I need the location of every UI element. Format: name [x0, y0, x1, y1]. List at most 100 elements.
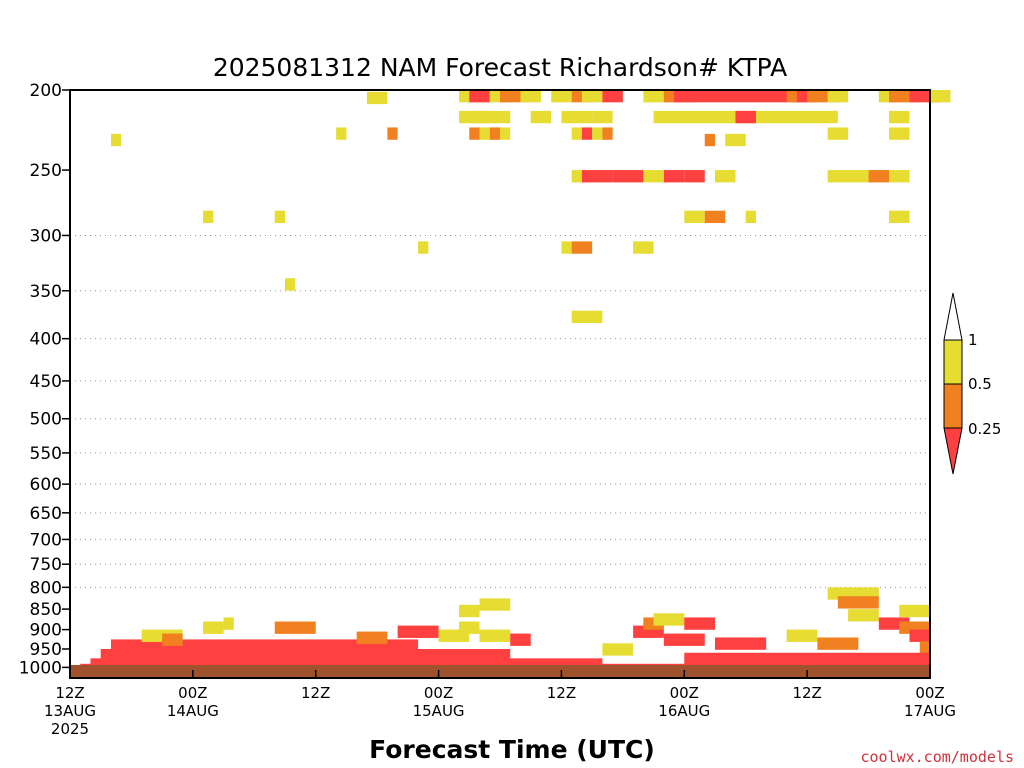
heatmap-cell — [571, 241, 593, 254]
y-tick-label: 850 — [30, 600, 62, 620]
heatmap-cell — [745, 210, 756, 224]
y-tick-label: 800 — [30, 578, 62, 598]
heatmap-cell — [551, 90, 572, 103]
y-tick-label: 200 — [30, 81, 62, 101]
heatmap-cell — [643, 170, 664, 183]
heatmap-cell — [110, 639, 419, 652]
heatmap-cell — [530, 110, 552, 124]
heatmap-cell — [602, 127, 613, 140]
heatmap-cell — [274, 621, 316, 634]
x-tick-label: 13AUG — [44, 702, 96, 720]
x-tick-label: 17AUG — [904, 702, 956, 720]
y-tick-label: 650 — [30, 504, 62, 524]
heatmap-cell — [930, 90, 951, 103]
x-tick-label: 12Z — [55, 684, 84, 702]
x-tick-label: 2025 — [51, 720, 89, 738]
heatmap-cell — [581, 90, 603, 103]
y-tick-label: 600 — [30, 475, 62, 495]
y-tick-label: 350 — [30, 282, 62, 302]
colorbar-label: 0.25 — [968, 420, 1001, 438]
x-axis-label: Forecast Time (UTC) — [369, 735, 655, 764]
heatmap-cell — [704, 210, 726, 224]
heatmap-cell — [919, 641, 930, 654]
heatmap-cell — [510, 633, 531, 646]
heatmap-cell — [684, 170, 705, 183]
heatmap-cell — [663, 170, 685, 183]
y-tick-label: 950 — [30, 640, 62, 660]
grid-lines — [70, 234, 930, 588]
y-axis: 200 250 300 350 400 450 500 550 600 650 700 750 8008… — [19, 81, 70, 678]
heatmap-cell — [827, 127, 849, 140]
heatmap-cell — [868, 170, 890, 183]
plot-frame — [69, 89, 931, 679]
heatmap-cell — [459, 604, 480, 618]
heatmap-cell — [684, 210, 705, 224]
heatmap-cell — [715, 170, 736, 183]
heatmap-cell — [356, 631, 388, 644]
colorbar-label: 1 — [968, 331, 978, 349]
credit-link[interactable]: coolwx.com/models — [860, 748, 1014, 766]
heatmap-cell — [520, 90, 541, 103]
heatmap-cell — [663, 633, 705, 646]
y-tick-label: 1000 — [19, 658, 62, 678]
heatmap-cell — [274, 210, 285, 224]
heatmap-cells — [80, 90, 951, 677]
heatmap-cell — [725, 133, 736, 147]
heatmap-cell — [561, 110, 593, 124]
heatmap-cell — [735, 110, 756, 124]
heatmap-cell — [684, 617, 715, 630]
y-tick-label: 700 — [30, 530, 62, 550]
heatmap-cell — [592, 110, 613, 124]
heatmap-cell — [889, 210, 910, 224]
heatmap-cell — [602, 90, 623, 103]
heatmap-cell — [612, 170, 644, 183]
heatmap-cell — [489, 127, 500, 140]
y-tick-label: 750 — [30, 555, 62, 575]
heatmap-cell — [336, 127, 347, 140]
heatmap-cell — [581, 127, 593, 140]
colorbar-label: 0.5 — [968, 375, 992, 393]
x-tick-label: 12Z — [792, 684, 821, 702]
colorbar: 1 0.5 0.25 — [943, 292, 1001, 475]
heatmap-cell — [899, 604, 930, 618]
heatmap-cell — [715, 637, 767, 650]
heatmap-cell — [561, 241, 572, 254]
colorbar-yellow — [943, 339, 963, 385]
x-tick-label: 00Z — [915, 684, 944, 702]
colorbar-top-arrow — [943, 292, 963, 341]
heatmap-cell — [602, 643, 634, 656]
heatmap-cell — [571, 127, 582, 140]
y-tick-label: 450 — [30, 372, 62, 392]
heatmap-cell — [203, 621, 224, 634]
heatmap-cell — [418, 241, 429, 254]
heatmap-cell — [469, 110, 490, 124]
heatmap-cell — [592, 127, 603, 140]
heatmap-cell — [848, 609, 879, 622]
x-tick-label: 12Z — [547, 684, 576, 702]
x-tick-label: 14AUG — [167, 702, 219, 720]
heatmap-cell — [469, 90, 490, 103]
heatmap-cell — [889, 127, 910, 140]
heatmap-cell — [387, 127, 398, 140]
heatmap-cell — [704, 133, 715, 147]
x-tick-label: 12Z — [301, 684, 330, 702]
y-tick-label: 300 — [30, 226, 62, 246]
colorbar-bottom-arrow — [943, 427, 963, 475]
heatmap-cell — [162, 633, 183, 646]
y-tick-label: 900 — [30, 621, 62, 641]
x-tick-label: 00Z — [178, 684, 207, 702]
heatmap-cell — [889, 110, 910, 124]
y-tick-label: 550 — [30, 444, 62, 464]
heatmap-cell — [633, 241, 654, 254]
heatmap-cell — [469, 127, 480, 140]
x-tick-label: 00Z — [424, 684, 453, 702]
x-tick-label: 16AUG — [658, 702, 710, 720]
y-tick-label: 500 — [30, 410, 62, 430]
heatmap-cell — [674, 90, 797, 103]
heatmap-cell — [837, 596, 879, 609]
heatmap-cell — [909, 629, 930, 642]
heatmap-cell — [500, 127, 511, 140]
heatmap-cell — [827, 170, 869, 183]
